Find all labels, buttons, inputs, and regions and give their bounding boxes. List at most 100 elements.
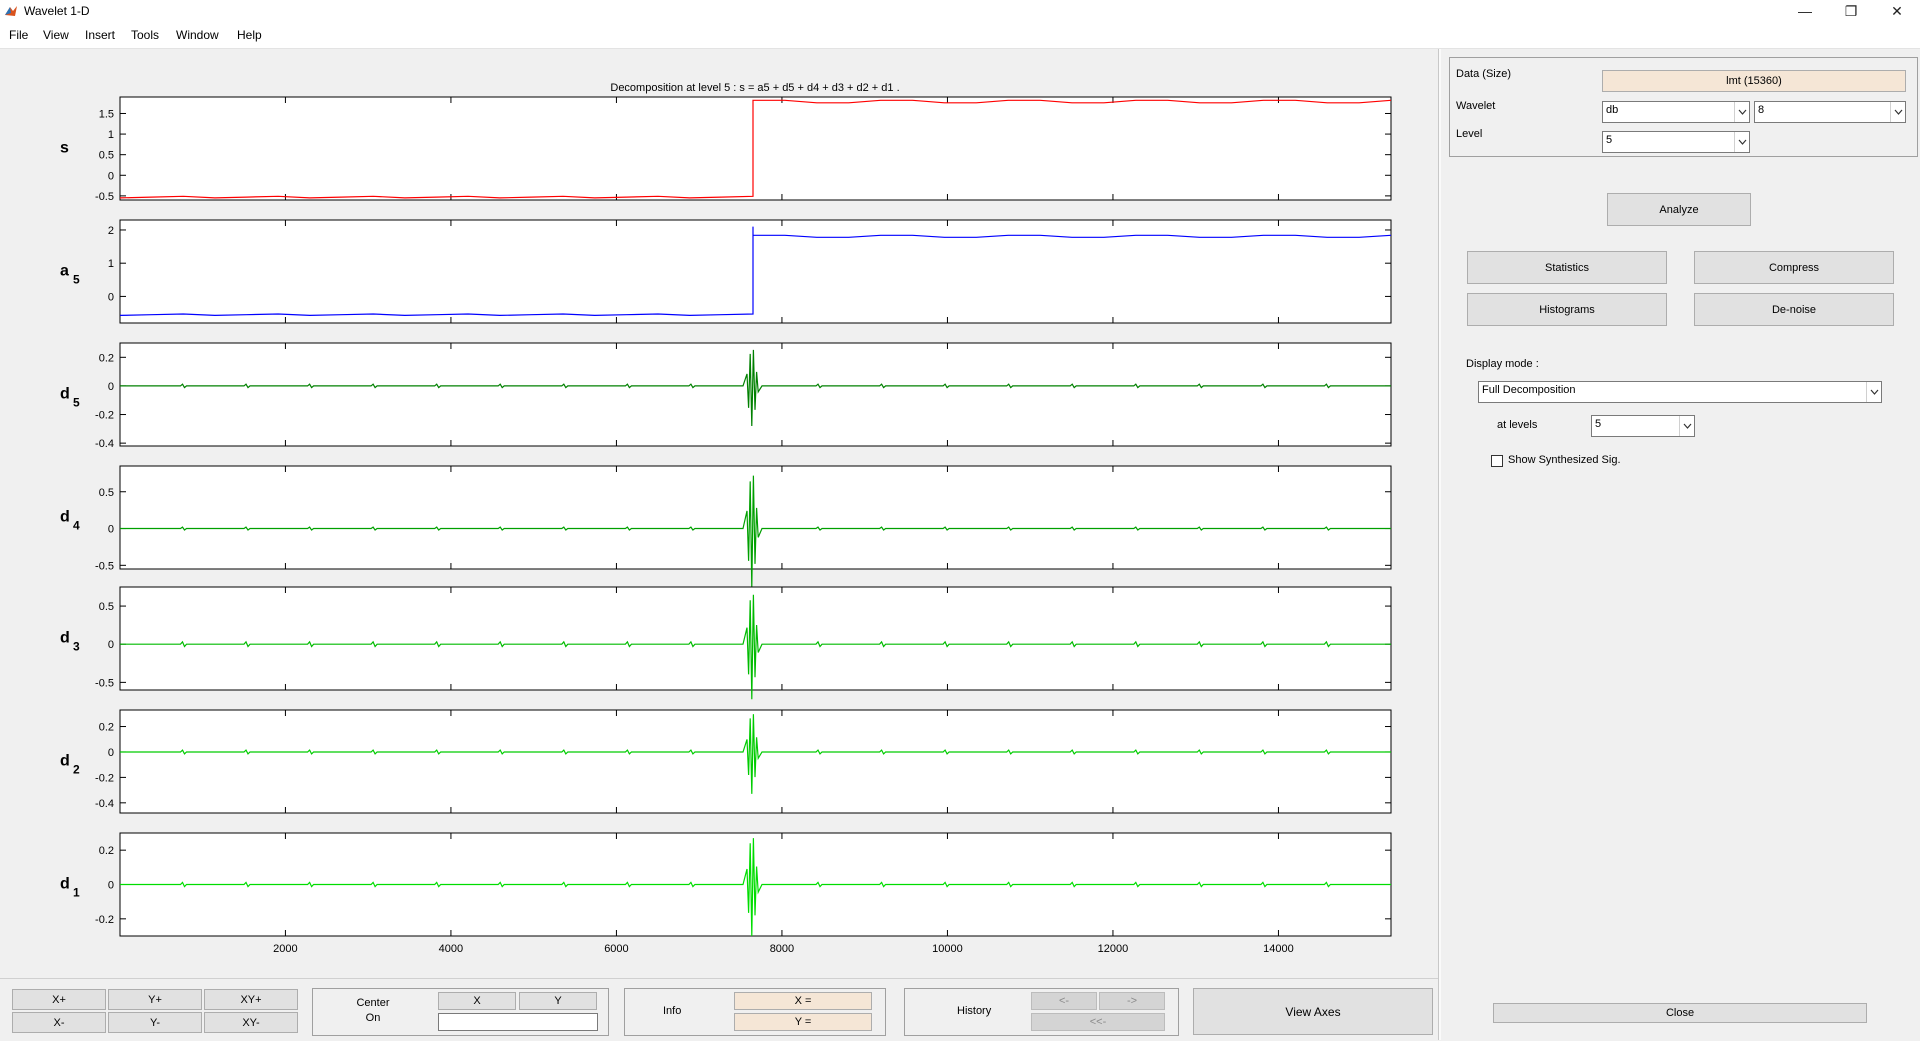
close-window-button[interactable]: ✕ (1874, 0, 1920, 22)
signal-line-0 (119, 99, 1392, 199)
y-tick-label-3-1: 0 (108, 524, 114, 536)
compress-button[interactable]: Compress (1694, 251, 1894, 284)
view-axes-button[interactable]: View Axes (1193, 988, 1433, 1035)
wavelet-order-select[interactable]: 8 (1754, 101, 1906, 123)
wavelet-label: Wavelet (1456, 100, 1496, 112)
y-tick-label-5-0: -0.4 (95, 798, 114, 810)
y-tick-label-5-2: 0 (108, 747, 114, 759)
menu-tools[interactable]: Tools (131, 28, 160, 42)
y-tick-label-4-1: 0 (108, 639, 114, 651)
minimize-button[interactable]: — (1782, 0, 1828, 22)
display-mode-select[interactable]: Full Decomposition (1478, 381, 1882, 403)
menu-help[interactable]: Help (237, 28, 262, 42)
y-tick-label-5-3: 0.2 (99, 722, 114, 734)
row-label-sub-6: 1 (73, 886, 80, 900)
bottom-toolbar: X+ Y+ XY+ X- Y- XY- Center On X Y Info X… (0, 978, 1438, 1041)
y-tick-label-0-0: -0.5 (95, 191, 114, 203)
center-label: Center (356, 997, 390, 1009)
x-tick-label-6: 14000 (1263, 943, 1294, 955)
center-x-button[interactable]: X (438, 992, 516, 1010)
y-tick-label-5-1: -0.2 (95, 772, 114, 784)
y-tick-label-4-0: -0.5 (95, 677, 114, 689)
center-y-button[interactable]: Y (519, 992, 597, 1010)
figure-area: Decomposition at level 5 : s = a5 + d5 +… (0, 49, 1438, 977)
x-tick-label-5: 12000 (1098, 943, 1129, 955)
data-size-readout: lmt (15360) (1602, 70, 1906, 92)
y-tick-label-6-0: -0.2 (95, 914, 114, 926)
histograms-button[interactable]: Histograms (1467, 293, 1667, 326)
history-forward-button[interactable]: -> (1099, 992, 1165, 1010)
info-x-readout: X = (734, 992, 872, 1010)
row-label-3: d (60, 509, 70, 526)
y-tick-label-3-0: -0.5 (95, 560, 114, 572)
row-label-sub-5: 2 (73, 763, 80, 777)
close-button[interactable]: Close (1493, 1003, 1867, 1023)
x-tick-label-1: 4000 (439, 943, 463, 955)
analyze-button[interactable]: Analyze (1607, 193, 1751, 226)
minimize-icon: — (1798, 3, 1812, 19)
zoom-y-plus-button[interactable]: Y+ (108, 989, 202, 1010)
at-levels-label: at levels (1497, 419, 1538, 431)
row-label-4: d (60, 630, 70, 647)
y-tick-label-2-3: 0.2 (99, 352, 114, 364)
signal-line-5 (120, 714, 1391, 794)
at-levels-select[interactable]: 5 (1591, 415, 1695, 437)
zoom-y-minus-button[interactable]: Y- (108, 1012, 202, 1033)
menu-window[interactable]: Window (176, 28, 219, 42)
info-group: Info X = Y = (624, 988, 886, 1036)
row-label-sub-2: 5 (73, 396, 80, 410)
x-tick-label-0: 2000 (273, 943, 297, 955)
row-label-1: a (60, 263, 69, 280)
menu-bar: File View Insert Tools Window Help ↘ (0, 22, 1920, 63)
menu-file[interactable]: File (9, 28, 29, 42)
panel-separator (1438, 49, 1441, 1040)
axes-box-1 (119, 219, 1392, 324)
menu-view[interactable]: View (43, 28, 69, 42)
row-label-6: d (60, 876, 70, 893)
menu-insert[interactable]: Insert (85, 28, 116, 42)
signal-line-2 (120, 349, 1391, 427)
axes-box-0 (119, 96, 1392, 201)
wavelet-family-select[interactable]: db (1602, 101, 1750, 123)
level-value: 5 (1606, 134, 1613, 146)
info-label: Info (663, 1005, 682, 1017)
zoom-x-plus-button[interactable]: X+ (12, 989, 106, 1010)
level-select[interactable]: 5 (1602, 131, 1750, 153)
zoom-x-minus-button[interactable]: X- (12, 1012, 106, 1033)
wavelet-family-value: db (1606, 104, 1619, 116)
y-tick-label-2-0: -0.4 (95, 438, 114, 450)
y-tick-label-0-1: 0 (108, 170, 114, 182)
y-tick-label-1-1: 1 (108, 258, 114, 270)
zoom-xy-plus-button[interactable]: XY+ (204, 989, 298, 1010)
y-tick-label-0-2: 0.5 (99, 150, 114, 162)
y-tick-label-2-1: -0.2 (95, 410, 114, 422)
signal-line-4 (120, 594, 1391, 700)
zoom-xy-minus-button[interactable]: XY- (204, 1012, 298, 1033)
y-tick-label-0-4: 1.5 (99, 108, 114, 120)
matlab-logo-icon (5, 6, 17, 16)
signal-line-3 (120, 475, 1391, 588)
history-group: History <- -> <<- (904, 988, 1179, 1036)
chevron-down-icon (1734, 102, 1749, 122)
denoise-button[interactable]: De-noise (1694, 293, 1894, 326)
restore-button[interactable]: ❐ (1828, 0, 1874, 22)
y-tick-label-2-2: 0 (108, 381, 114, 393)
chevron-down-icon (1679, 416, 1694, 436)
center-on-group: Center On X Y (312, 988, 609, 1036)
show-synthesized-checkbox[interactable] (1491, 455, 1503, 467)
restore-icon: ❐ (1844, 3, 1858, 19)
history-first-button[interactable]: <<- (1031, 1013, 1165, 1031)
history-back-button[interactable]: <- (1031, 992, 1097, 1010)
center-value-input[interactable] (438, 1013, 598, 1031)
chevron-down-icon (1734, 132, 1749, 152)
y-tick-label-4-2: 0.5 (99, 601, 114, 613)
y-tick-label-6-2: 0.2 (99, 845, 114, 857)
statistics-button[interactable]: Statistics (1467, 251, 1667, 284)
x-tick-label-3: 8000 (770, 943, 794, 955)
wavelet-order-value: 8 (1758, 104, 1765, 116)
row-label-sub-1: 5 (73, 273, 80, 287)
y-tick-label-1-2: 2 (108, 225, 114, 237)
row-label-5: d (60, 753, 70, 770)
info-y-readout: Y = (734, 1013, 872, 1031)
chevron-down-icon (1890, 102, 1905, 122)
